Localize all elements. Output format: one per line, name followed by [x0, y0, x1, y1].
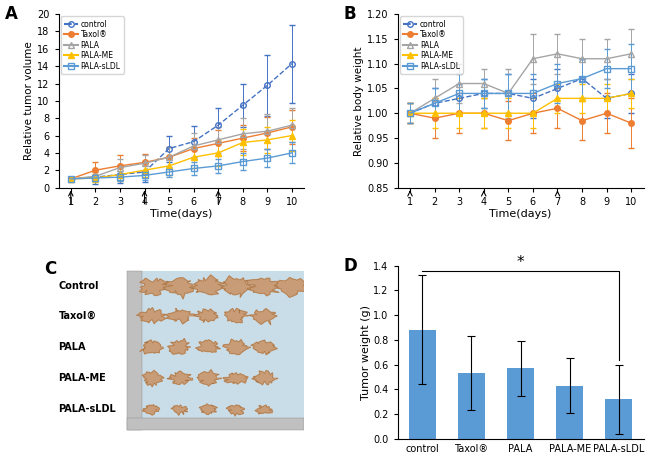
Polygon shape	[166, 308, 196, 324]
Text: D: D	[344, 257, 358, 275]
Polygon shape	[140, 340, 163, 354]
Legend: control, Taxol®, PALA, PALA-ME, PALA-sLDL: control, Taxol®, PALA, PALA-ME, PALA-sLD…	[400, 17, 463, 74]
Text: *: *	[517, 255, 525, 270]
Bar	[409, 330, 436, 439]
Polygon shape	[167, 371, 192, 385]
Bar	[127, 418, 304, 430]
Polygon shape	[162, 278, 195, 299]
Y-axis label: Tumor weight (g): Tumor weight (g)	[361, 305, 370, 400]
Polygon shape	[142, 371, 164, 387]
Polygon shape	[223, 373, 248, 384]
Polygon shape	[196, 340, 220, 352]
Polygon shape	[274, 278, 307, 297]
Polygon shape	[255, 405, 272, 414]
Polygon shape	[197, 370, 222, 386]
Polygon shape	[251, 340, 278, 355]
Polygon shape	[194, 309, 218, 322]
Text: PALA-ME: PALA-ME	[58, 373, 106, 383]
Text: A: A	[5, 6, 18, 24]
Text: C: C	[44, 261, 56, 278]
Polygon shape	[142, 405, 160, 415]
Y-axis label: Relative tumor volume: Relative tumor volume	[24, 42, 34, 160]
Polygon shape	[171, 405, 188, 415]
Polygon shape	[189, 275, 224, 295]
Text: Taxol®: Taxol®	[58, 311, 97, 321]
Polygon shape	[226, 405, 244, 416]
Text: B: B	[344, 6, 356, 24]
Text: PALA-sLDL: PALA-sLDL	[58, 405, 116, 414]
Polygon shape	[139, 278, 167, 295]
Polygon shape	[252, 371, 278, 385]
Polygon shape	[199, 404, 217, 414]
Polygon shape	[136, 308, 166, 324]
Bar	[507, 368, 534, 439]
X-axis label: Time(days): Time(days)	[489, 210, 552, 219]
Bar	[127, 271, 304, 430]
Polygon shape	[223, 339, 251, 354]
Polygon shape	[248, 309, 277, 325]
Legend: control, Taxol®, PALA, PALA-ME, PALA-sLDL: control, Taxol®, PALA, PALA-ME, PALA-sLD…	[61, 17, 124, 74]
Polygon shape	[246, 278, 279, 296]
Bar	[127, 271, 142, 430]
Text: PALA: PALA	[58, 342, 86, 352]
X-axis label: Time(days): Time(days)	[150, 210, 213, 219]
Bar	[605, 399, 632, 439]
Polygon shape	[224, 309, 248, 323]
Y-axis label: Relative body weight: Relative body weight	[354, 46, 365, 156]
Bar	[458, 373, 485, 439]
Polygon shape	[221, 276, 256, 297]
Polygon shape	[168, 338, 190, 354]
Bar	[556, 386, 583, 439]
Text: Control: Control	[58, 281, 99, 291]
